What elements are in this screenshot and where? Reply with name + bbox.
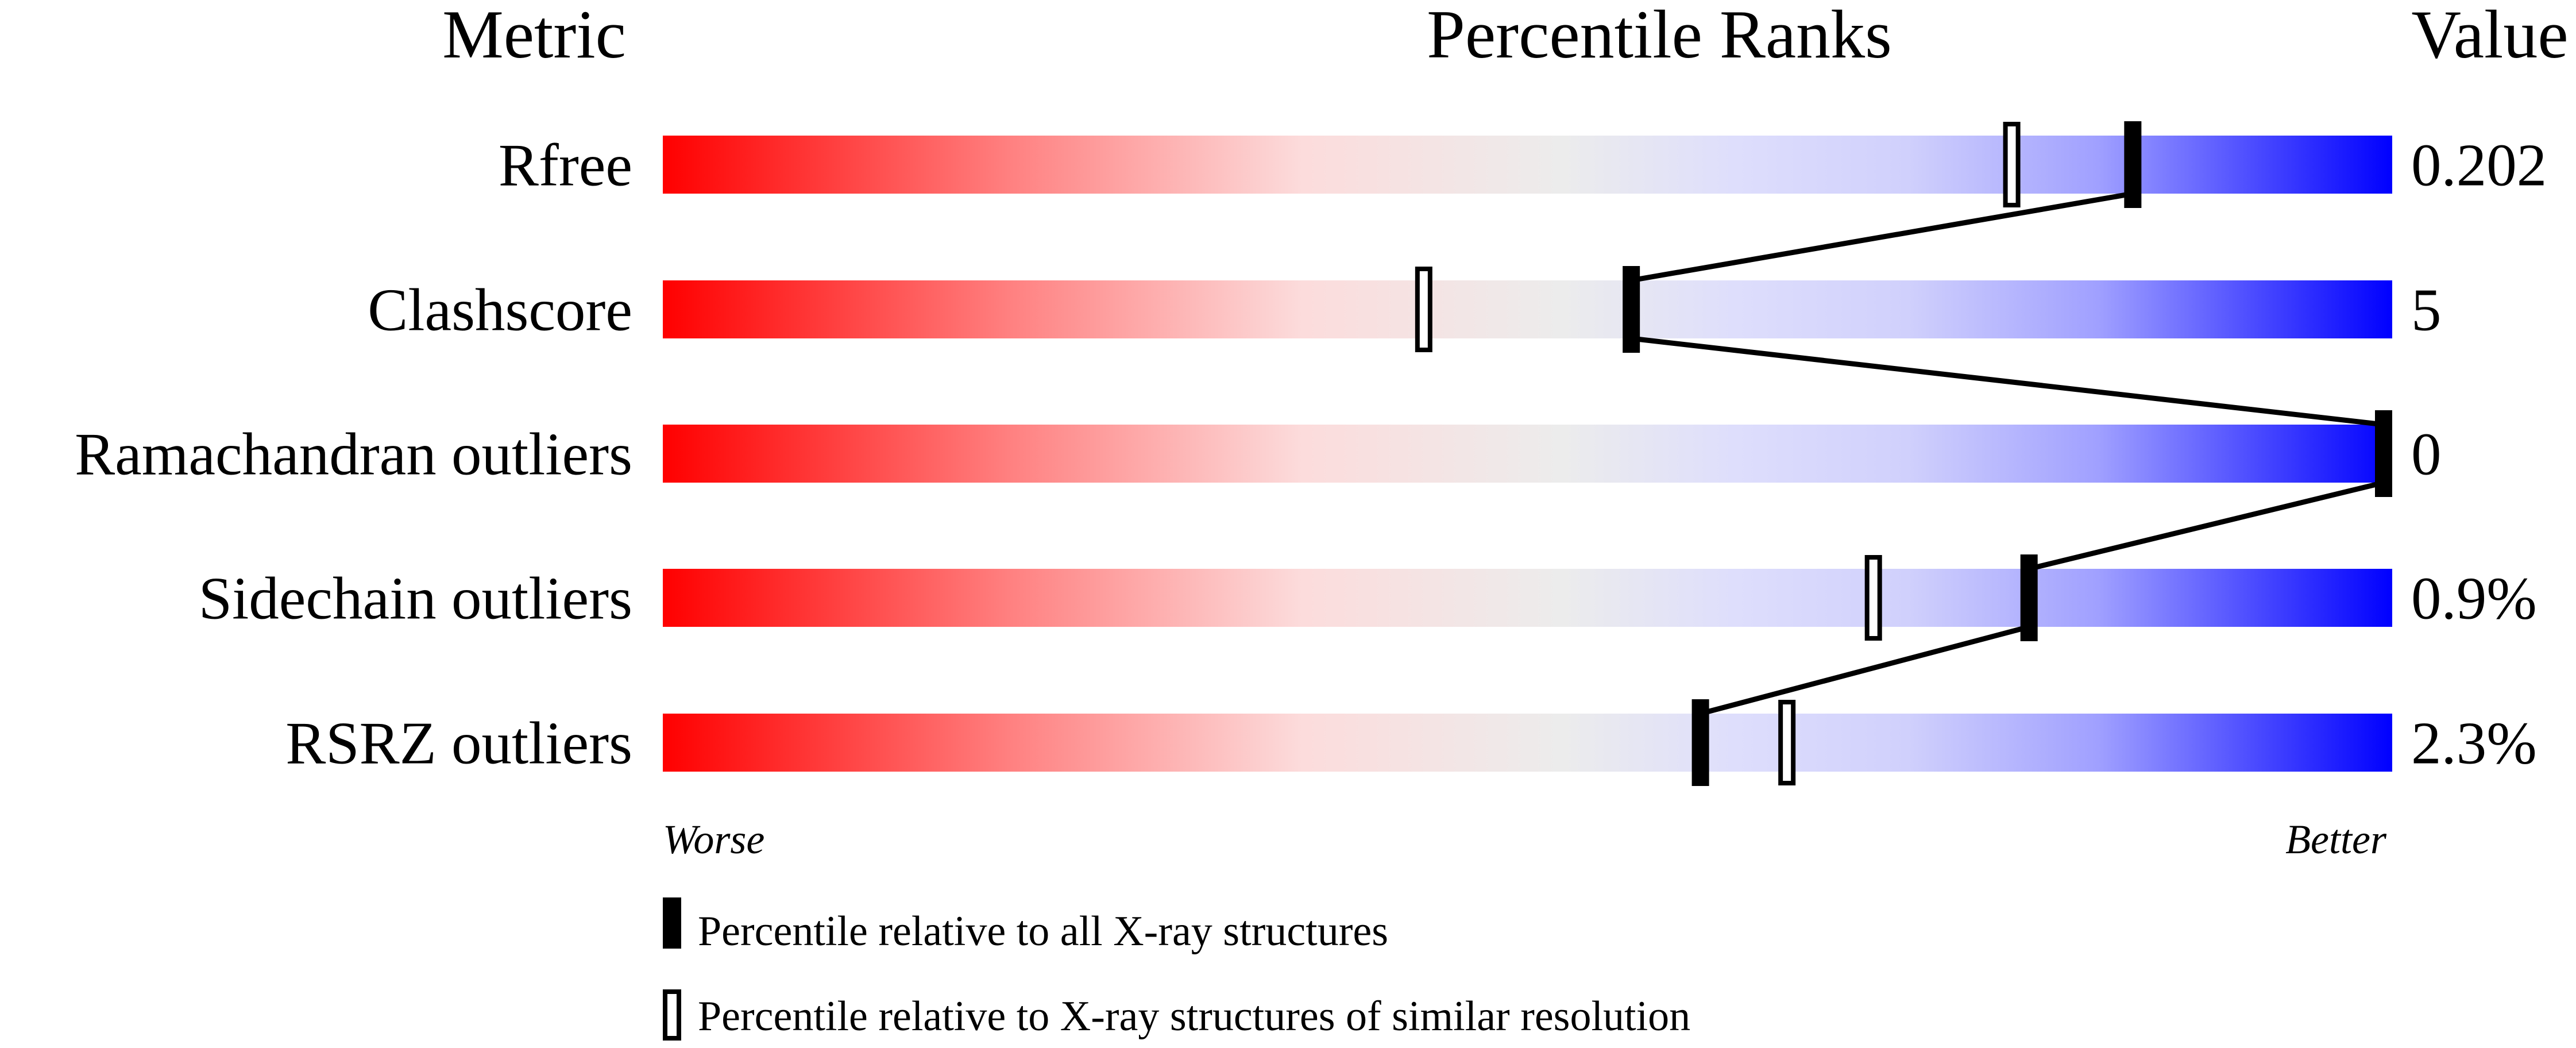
metric-value: 2.3% bbox=[2411, 710, 2537, 777]
header-metric: Metric bbox=[442, 0, 626, 72]
metric-label: RSRZ outliers bbox=[285, 710, 632, 777]
percentile-bar bbox=[663, 714, 2392, 772]
marker-all-structures bbox=[2375, 410, 2392, 497]
marker-all-structures bbox=[1691, 699, 1709, 786]
marker-similar-resolution bbox=[1415, 267, 1432, 352]
legend-open-marker bbox=[663, 989, 681, 1041]
metric-value: 5 bbox=[2411, 276, 2442, 344]
percentile-bar bbox=[663, 425, 2392, 483]
legend-filled-label: Percentile relative to all X-ray structu… bbox=[698, 908, 1388, 955]
metric-label: Sidechain outliers bbox=[199, 565, 632, 632]
axis-worse-label: Worse bbox=[663, 816, 764, 862]
metric-label: Clashscore bbox=[368, 276, 632, 344]
connector-line bbox=[1631, 336, 2384, 427]
metric-label: Rfree bbox=[499, 132, 632, 199]
metric-value: 0.202 bbox=[2411, 132, 2547, 199]
connector-line bbox=[2028, 480, 2385, 572]
header-percentile-ranks: Percentile Ranks bbox=[1427, 0, 1892, 72]
marker-similar-resolution bbox=[2003, 122, 2021, 207]
marker-all-structures bbox=[2124, 121, 2142, 208]
legend-open-label: Percentile relative to X-ray structures … bbox=[698, 993, 1690, 1040]
axis-better-label: Better bbox=[2285, 816, 2387, 862]
percentile-bar bbox=[663, 136, 2392, 194]
legend-filled-marker bbox=[663, 897, 681, 949]
metric-label: Ramachandran outliers bbox=[75, 421, 632, 488]
marker-all-structures bbox=[1623, 266, 1640, 353]
connector-line bbox=[1700, 624, 2030, 716]
marker-all-structures bbox=[2020, 554, 2038, 641]
connector-line bbox=[1631, 191, 2134, 283]
metric-value: 0.9% bbox=[2411, 565, 2537, 632]
header-value: Value bbox=[2411, 0, 2568, 72]
percentile-bar bbox=[663, 569, 2392, 627]
metric-value: 0 bbox=[2411, 421, 2442, 488]
marker-similar-resolution bbox=[1778, 700, 1796, 785]
percentile-bar bbox=[663, 280, 2392, 338]
marker-similar-resolution bbox=[1864, 555, 1882, 641]
